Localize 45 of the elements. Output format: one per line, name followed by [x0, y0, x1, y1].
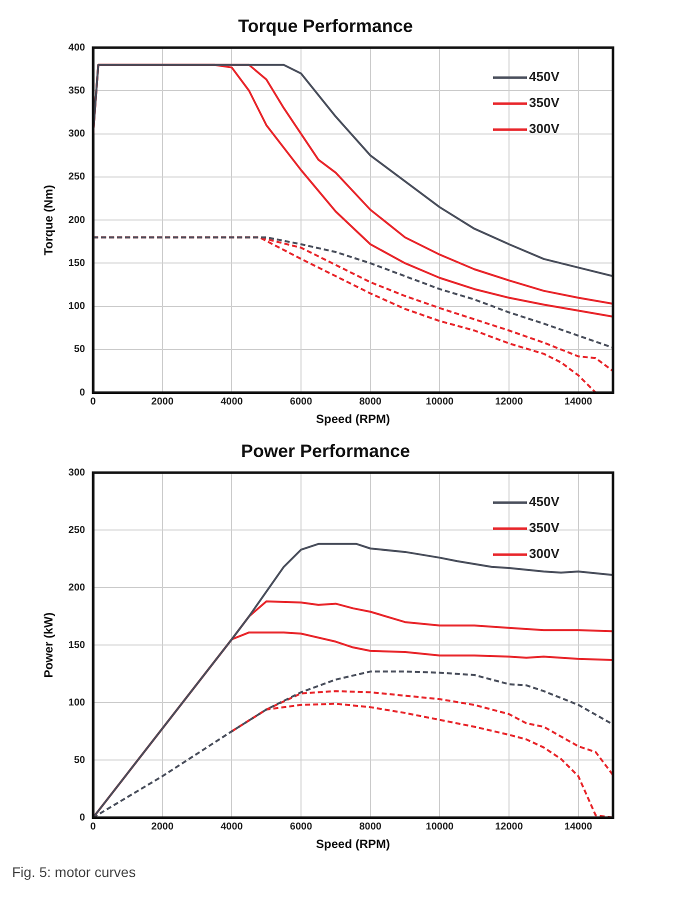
x-tick-label: 6000 [290, 821, 313, 832]
y-tick-label: 300 [68, 128, 86, 140]
y-tick-label: 100 [68, 301, 86, 312]
y-tick-label: 50 [74, 344, 86, 356]
x-tick-label: 2000 [151, 396, 174, 408]
chart-title: Power Performance [240, 440, 410, 461]
caption: Fig. 5: motor curves [12, 864, 137, 880]
x-tick-label: 6000 [290, 396, 313, 408]
y-tick-label: 100 [68, 697, 86, 708]
y-tick-label: 150 [68, 258, 86, 269]
y-tick-label: 250 [68, 524, 86, 536]
x-tick-label: 0 [90, 821, 96, 832]
x-axis-title: Speed (RPM) [316, 837, 390, 852]
x-tick-label: 8000 [359, 396, 382, 408]
x-tick-label: 2000 [151, 821, 174, 832]
chart-title: Torque Performance [238, 16, 413, 36]
x-tick-label: 10000 [426, 821, 454, 832]
y-tick-label: 0 [80, 387, 86, 398]
x-tick-label: 10000 [426, 396, 454, 408]
x-axis-title: Speed (RPM) [316, 412, 390, 426]
y-tick-label: 350 [68, 85, 86, 96]
x-tick-label: 4000 [220, 821, 244, 832]
legend-label: 350V [529, 95, 560, 110]
legend-label: 300V [529, 121, 560, 136]
x-tick-label: 14000 [564, 821, 593, 832]
y-tick-label: 250 [68, 172, 86, 183]
x-tick-label: 12000 [495, 396, 524, 408]
legend-label: 450V [529, 494, 560, 510]
x-tick-label: 12000 [495, 821, 524, 832]
legend-label: 350V [529, 520, 560, 536]
legend-label: 450V [529, 69, 560, 84]
y-tick-label: 150 [68, 640, 86, 651]
x-tick-label: 14000 [564, 396, 593, 408]
y-tick-label: 300 [68, 467, 86, 478]
y-axis-title: Torque (Nm) [42, 184, 56, 256]
y-tick-label: 200 [68, 582, 86, 594]
x-tick-label: 4000 [220, 396, 244, 408]
x-tick-label: 0 [90, 396, 96, 408]
y-tick-label: 400 [68, 42, 86, 54]
y-axis-title: Power (kW) [42, 612, 56, 678]
y-tick-label: 200 [68, 214, 86, 226]
x-tick-label: 8000 [359, 821, 382, 832]
y-tick-label: 0 [80, 812, 86, 824]
legend-label: 300V [529, 546, 560, 562]
y-tick-label: 50 [74, 754, 86, 766]
